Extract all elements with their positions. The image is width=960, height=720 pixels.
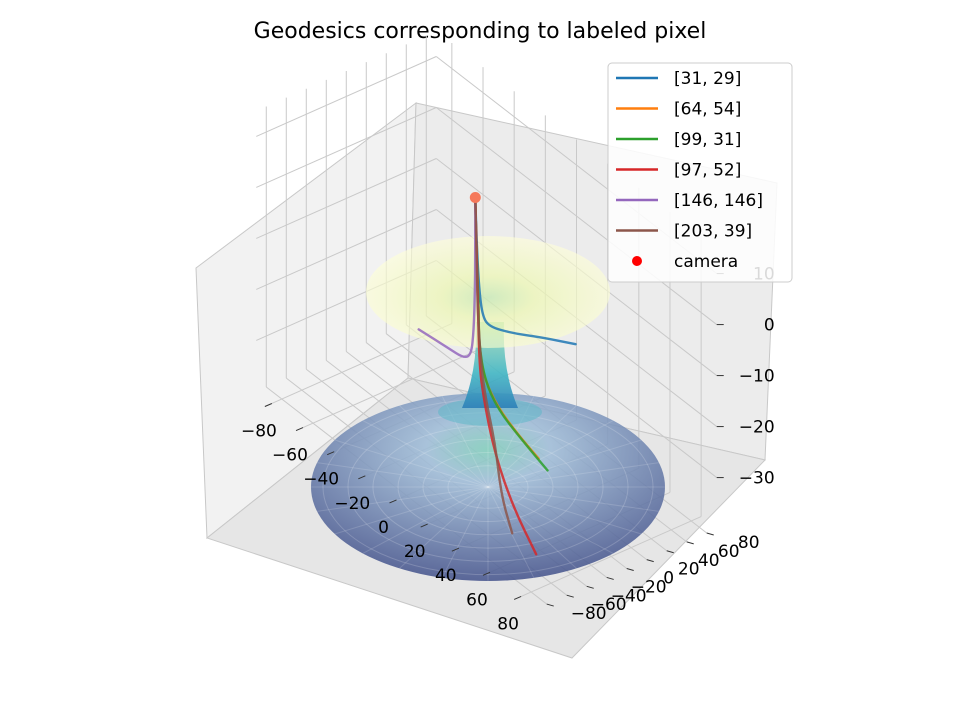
y-tick-label: 0 bbox=[663, 569, 674, 589]
y-tick-mark bbox=[566, 594, 574, 598]
legend-camera-marker bbox=[632, 256, 642, 266]
mesh-radial bbox=[316, 486, 489, 512]
y-tick-label: −60 bbox=[591, 595, 627, 615]
y-tick-label: −80 bbox=[571, 604, 607, 624]
y-tick-mark bbox=[646, 559, 654, 563]
x-tick-mark bbox=[389, 499, 397, 504]
y-tick-label: 40 bbox=[698, 551, 720, 571]
legend-label-4: [146, 146] bbox=[674, 191, 763, 211]
mesh-radial bbox=[487, 486, 614, 554]
legend-camera-label: camera bbox=[674, 252, 738, 272]
camera-point bbox=[469, 192, 481, 203]
surface-bottom-sheet bbox=[311, 393, 665, 581]
mesh-radial bbox=[362, 486, 489, 554]
x-tick-mark bbox=[482, 571, 491, 576]
y-tick-mark bbox=[706, 532, 714, 536]
surface-mesh-lines bbox=[311, 393, 665, 581]
mesh-radial bbox=[487, 486, 660, 512]
x-tick-label: −80 bbox=[241, 422, 277, 442]
x-tick-mark bbox=[420, 523, 428, 528]
legend: [31, 29] [64, 54] [99, 31] [97, 52] [146, 14… bbox=[607, 62, 793, 283]
mesh-radial bbox=[441, 486, 489, 579]
floor-gridline bbox=[520, 516, 702, 597]
z-tick-label: 0 bbox=[764, 316, 775, 336]
mesh-radial bbox=[316, 462, 489, 488]
x-tick-label: −60 bbox=[272, 446, 308, 466]
side-gridline bbox=[256, 209, 437, 290]
y-tick-mark bbox=[546, 603, 554, 607]
back-gridline bbox=[435, 107, 718, 325]
mesh-ring bbox=[422, 451, 554, 523]
surface-top-sheet bbox=[366, 236, 610, 348]
z-tick-label: −10 bbox=[739, 367, 775, 387]
legend-frame bbox=[607, 62, 793, 283]
legend-label-2: [99, 31] bbox=[674, 130, 741, 150]
x-tick-label: 20 bbox=[404, 542, 426, 562]
y-tick-mark bbox=[686, 541, 694, 545]
legend-label-3: [97, 52] bbox=[674, 161, 741, 181]
y-tick-label: −20 bbox=[631, 577, 667, 597]
x-tick-label: 0 bbox=[378, 518, 389, 538]
x-tick-mark bbox=[264, 403, 273, 407]
chart-title: Geodesics corresponding to labeled pixel bbox=[254, 19, 707, 44]
legend-label-1: [64, 54] bbox=[674, 100, 741, 120]
z-axis-ticks: 100−10−20−30 bbox=[716, 265, 775, 489]
x-tick-label: −40 bbox=[303, 470, 339, 490]
mesh-radial bbox=[362, 420, 489, 488]
mesh-radial bbox=[399, 486, 489, 569]
z-tick-label: −30 bbox=[739, 469, 775, 489]
side-gridline bbox=[256, 158, 437, 239]
x-axis-ticks: −80 −60 −40 −20 0 20 40 60 80 bbox=[241, 403, 522, 634]
z-tick-label: −20 bbox=[739, 418, 775, 438]
x-tick-label: 60 bbox=[466, 590, 488, 610]
side-gridline bbox=[256, 107, 437, 188]
mesh-radial bbox=[334, 486, 489, 535]
x-tick-mark bbox=[513, 595, 522, 600]
side-gridline bbox=[256, 56, 437, 137]
geodesic-line-5 bbox=[474, 196, 514, 535]
x-tick-mark bbox=[295, 427, 304, 432]
x-tick-label: 40 bbox=[435, 566, 457, 586]
wormhole-surface bbox=[311, 236, 665, 581]
camera-layer bbox=[469, 192, 481, 203]
mesh-radial bbox=[399, 405, 489, 488]
geodesic-series bbox=[417, 196, 577, 556]
y-tick-mark bbox=[586, 585, 594, 589]
x-tick-label: −20 bbox=[334, 494, 370, 514]
y-tick-label: −40 bbox=[611, 586, 647, 606]
legend-label-5: [203, 39] bbox=[674, 222, 752, 242]
y-tick-mark bbox=[666, 550, 674, 554]
x-tick-label: 80 bbox=[497, 614, 519, 634]
y-tick-label: 20 bbox=[678, 560, 700, 580]
mesh-radial bbox=[487, 439, 642, 488]
mesh-ring bbox=[397, 438, 579, 536]
mesh-radial bbox=[334, 439, 489, 488]
x-tick-mark bbox=[451, 547, 460, 552]
legend-label-0: [31, 29] bbox=[674, 69, 741, 89]
mesh-radial bbox=[487, 420, 614, 488]
mesh-radial bbox=[487, 462, 660, 488]
y-tick-label: 60 bbox=[718, 542, 740, 562]
mesh-ring bbox=[447, 465, 529, 509]
mesh-radial bbox=[487, 486, 642, 535]
y-tick-mark bbox=[606, 576, 614, 580]
y-tick-label: 80 bbox=[738, 533, 760, 553]
x-tick-mark bbox=[358, 475, 366, 480]
y-tick-mark bbox=[626, 568, 634, 572]
x-tick-mark bbox=[326, 451, 335, 456]
